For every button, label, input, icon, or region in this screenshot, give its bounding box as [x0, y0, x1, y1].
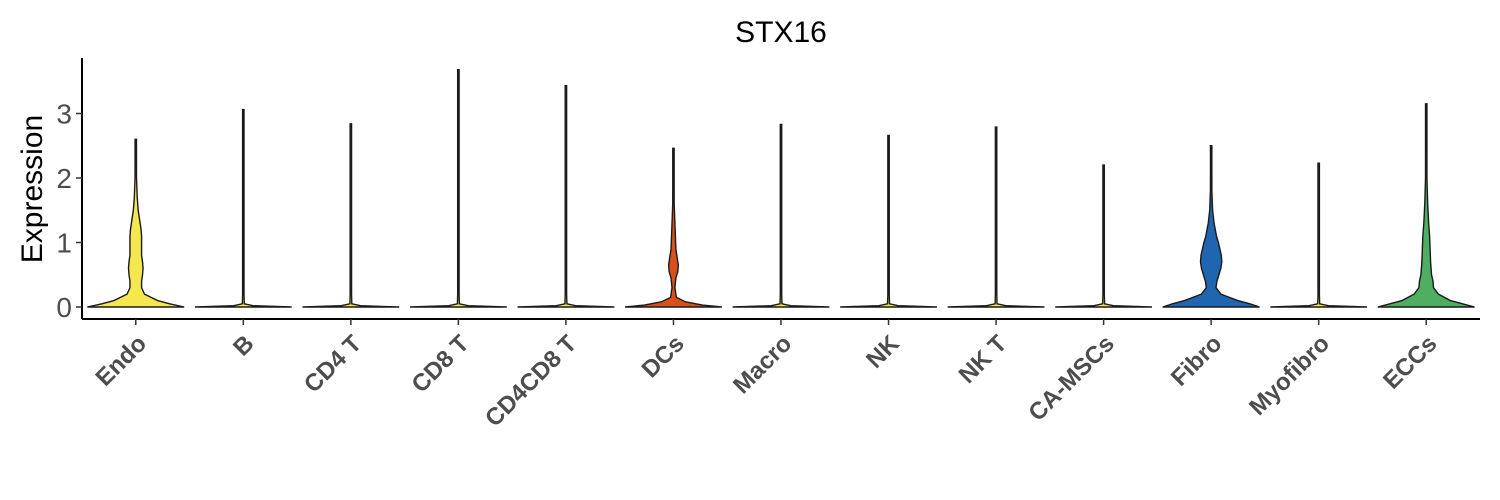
violins-group [87, 68, 1475, 308]
x-tick-label: NK T [954, 330, 1013, 389]
x-tick-label: Myofibro [1244, 330, 1335, 421]
x-tick-label: NK [861, 330, 905, 374]
violin-ca-mscs [1055, 164, 1153, 308]
x-tick-label: Macro [728, 330, 797, 399]
violin-cd8-t [409, 68, 507, 308]
violin-macro [732, 123, 830, 308]
y-axis: 0 1 2 3 [56, 58, 83, 323]
violin-cd4cd8-t [517, 85, 615, 308]
x-axis: Endo B CD4 T CD8 T CD4CD8 T DCs Macro NK NK T CA-… [82, 318, 1480, 432]
violin-myofibro [1270, 162, 1368, 308]
x-tick-label: B [228, 330, 259, 361]
violin-nk-t [947, 126, 1045, 308]
y-axis-label: Expression [16, 115, 49, 263]
violin-endo [87, 138, 185, 308]
violin-nk [840, 134, 937, 308]
violin-eccs [1377, 103, 1475, 308]
x-tick-label: DCs [637, 330, 690, 383]
y-tick-label: 0 [56, 292, 72, 323]
x-tick-label: Endo [90, 330, 152, 392]
x-tick-label: CD4CD8 T [480, 330, 582, 432]
y-tick-label: 2 [56, 163, 72, 194]
x-tick-label: CD8 T [407, 330, 475, 398]
chart-title: STX16 [735, 16, 827, 49]
x-tick-label: Fibro [1166, 330, 1228, 392]
violin-b [194, 108, 292, 308]
y-tick-label: 1 [56, 228, 72, 259]
violin-fibro [1162, 145, 1260, 308]
y-tick-label: 3 [56, 99, 72, 130]
violin-dcs [625, 147, 722, 308]
x-tick-label: ECCs [1378, 330, 1442, 394]
x-tick-label: CD4 T [299, 330, 367, 398]
x-tick-label: CA-MSCs [1023, 330, 1119, 426]
violin-cd4-t [302, 123, 400, 308]
